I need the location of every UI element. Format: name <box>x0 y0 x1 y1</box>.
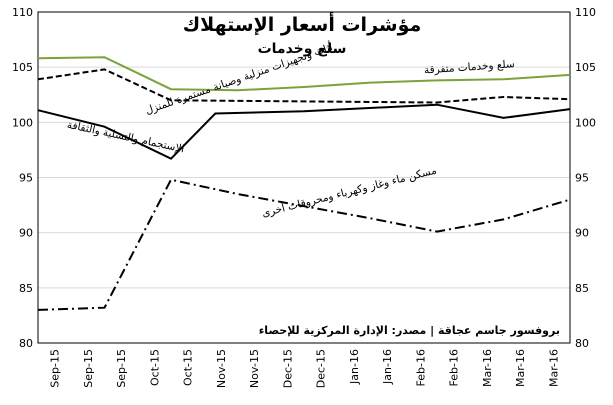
x-tick-label: Nov-15 <box>248 349 261 388</box>
chart-title: مؤشرات أسعار الإستهلاك <box>183 12 422 36</box>
x-tick-label: Sep-15 <box>49 349 62 388</box>
x-tick-label: Mar-16 <box>481 349 494 387</box>
y-tick-label-right: 85 <box>575 282 589 295</box>
x-tick-label: Nov-15 <box>215 349 228 388</box>
x-tick-label: Mar-16 <box>514 349 527 387</box>
series-line <box>37 56 571 92</box>
y-tick-label-left: 100 <box>12 116 33 129</box>
y-axis-right: 80 85 90 95 100 105 110 <box>575 6 596 350</box>
gridlines <box>38 66 570 289</box>
plot-area-border <box>37 11 571 344</box>
x-tick-label: Jan-16 <box>381 349 394 385</box>
x-tick-label: Dec-15 <box>281 349 294 388</box>
x-tick-label: Oct-15 <box>182 349 195 386</box>
series-label-furnishings: أثاث وتجهيزات منزلية وصيانة مستمرة للمنز… <box>143 39 334 117</box>
x-tick-label: Mar-16 <box>547 349 560 387</box>
series-label-housing: مسكن ماء وغاز وكهرباء ومحروقات أخرى <box>260 163 438 220</box>
series-line <box>37 178 571 311</box>
y-tick-label-right: 90 <box>575 227 589 240</box>
y-tick-label-right: 110 <box>575 6 596 19</box>
x-tick-label: Dec-15 <box>315 349 328 388</box>
x-tick-label: Sep-15 <box>82 349 95 388</box>
y-tick-label-left: 105 <box>12 61 33 74</box>
y-tick-label-left: 85 <box>19 282 33 295</box>
y-tick-label-right: 95 <box>575 172 589 185</box>
x-tick-label: Oct-15 <box>148 349 161 386</box>
x-axis: Sep-15 Sep-15 Sep-15 Oct-15 Oct-15 Nov-15 Nov-… <box>49 349 561 388</box>
x-tick-label: Sep-15 <box>115 349 128 388</box>
y-tick-label-left: 95 <box>19 172 33 185</box>
series-line <box>37 103 571 160</box>
x-tick-label: Jan-16 <box>348 349 361 385</box>
x-tick-label: Feb-16 <box>414 349 427 386</box>
source-note: بروفسور جاسم عجاقة | مصدر: الإدارة المرك… <box>259 324 560 337</box>
series-label-recreation: الإستجمام والتسلية والثقافة <box>66 119 185 156</box>
x-tick-label: Feb-16 <box>448 349 461 386</box>
series-lines <box>37 56 571 311</box>
y-tick-label-right: 80 <box>575 337 589 350</box>
y-tick-label-left: 110 <box>12 6 33 19</box>
y-tick-label-right: 100 <box>575 116 596 129</box>
series-label-misc: سلع وخدمات متفرقة <box>424 58 515 76</box>
chart-subtitle: سلع وخدمات <box>258 41 347 57</box>
y-axis-left: 80 85 90 95 100 105 110 <box>12 6 33 350</box>
y-tick-label-left: 90 <box>19 227 33 240</box>
series-line <box>37 68 571 104</box>
y-tick-label-left: 80 <box>19 337 33 350</box>
y-tick-label-right: 105 <box>575 61 596 74</box>
